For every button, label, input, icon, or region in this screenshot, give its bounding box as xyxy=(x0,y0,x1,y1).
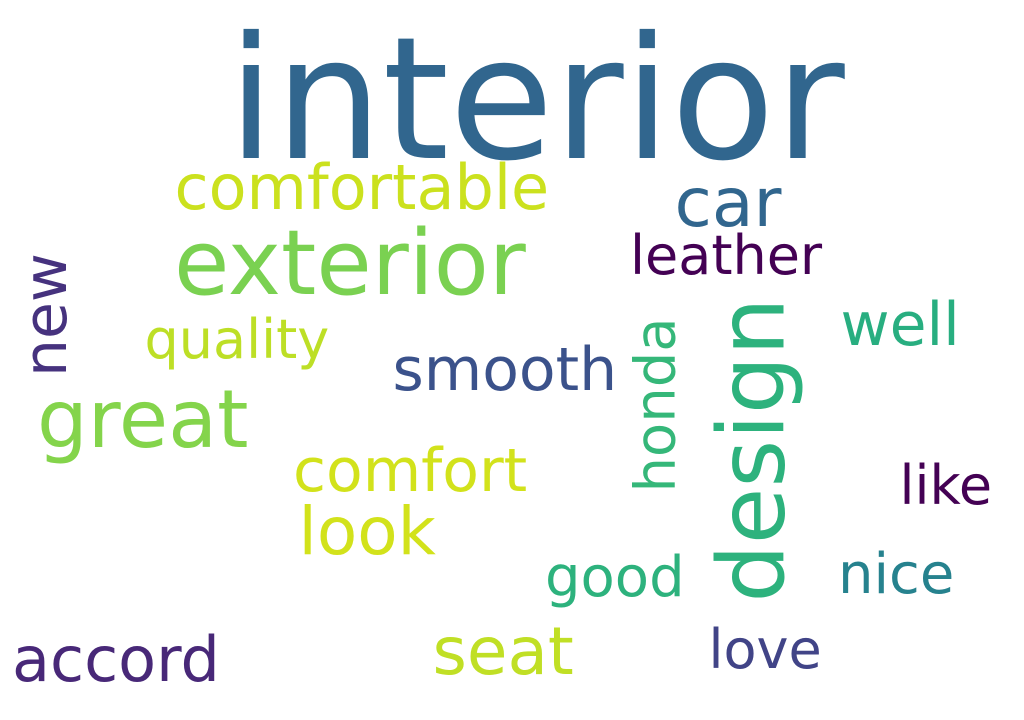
word-seat: seat xyxy=(432,613,574,690)
word-smooth: smooth xyxy=(392,335,618,405)
word-design: design xyxy=(698,297,806,603)
word-honda: honda xyxy=(623,317,689,493)
word-interior: interior xyxy=(227,1,845,199)
word-leather: leather xyxy=(630,224,823,287)
word-love: love xyxy=(708,618,822,681)
word-well: well xyxy=(840,290,960,360)
word-comfortable: comfortable xyxy=(174,151,550,224)
word-good: good xyxy=(545,545,685,610)
word-exterior: exterior xyxy=(174,211,526,316)
word-new: new xyxy=(11,252,82,378)
word-car: car xyxy=(674,164,782,243)
word-look: look xyxy=(298,493,436,570)
word-comfort: comfort xyxy=(293,436,528,506)
word-quality: quality xyxy=(144,308,330,371)
word-nice: nice xyxy=(838,542,955,607)
word-accord: accord xyxy=(12,623,220,696)
word-like: like xyxy=(899,454,993,517)
word-great: great xyxy=(37,373,249,466)
